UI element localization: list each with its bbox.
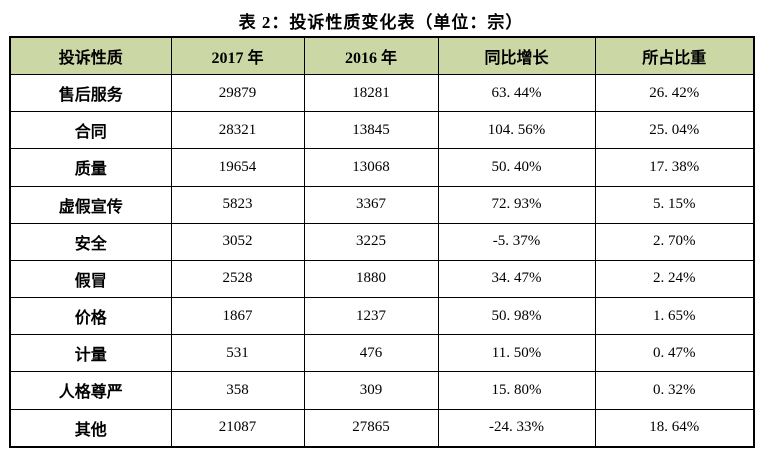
row-label: 质量 [9, 148, 172, 187]
cell-2017: 29879 [170, 73, 305, 113]
cell-yoy: -24. 33% [437, 408, 596, 448]
cell-2017: 21087 [170, 408, 305, 448]
cell-2016: 18281 [303, 73, 439, 113]
cell-share: 25. 04% [594, 111, 755, 150]
cell-2017: 5823 [170, 185, 305, 224]
cell-share: 0. 32% [594, 371, 755, 410]
cell-share: 5. 15% [594, 185, 755, 224]
header-share: 所占比重 [594, 36, 755, 75]
cell-2016: 1880 [303, 259, 439, 299]
cell-2017: 2528 [170, 259, 305, 299]
header-yoy-growth: 同比增长 [437, 36, 596, 75]
cell-2017: 19654 [170, 148, 305, 187]
row-label: 虚假宣传 [9, 185, 172, 224]
cell-share: 0. 47% [594, 334, 755, 373]
header-row: 投诉性质 2017 年 2016 年 同比增长 所占比重 [9, 36, 755, 75]
header-2017: 2017 年 [170, 36, 305, 75]
table-row: 虚假宣传 5823 3367 72. 93% 5. 15% [9, 185, 755, 224]
row-label: 计量 [9, 334, 172, 373]
row-label: 其他 [9, 408, 172, 448]
cell-yoy: -5. 37% [437, 222, 596, 261]
cell-share: 2. 24% [594, 259, 755, 299]
cell-share: 1. 65% [594, 297, 755, 336]
cell-2017: 3052 [170, 222, 305, 261]
cell-2017: 1867 [170, 297, 305, 336]
table-title: 表 2：投诉性质变化表（单位：宗） [238, 13, 524, 32]
cell-share: 2. 70% [594, 222, 755, 261]
row-label: 价格 [9, 297, 172, 336]
row-label: 人格尊严 [9, 371, 172, 410]
cell-2016: 3225 [303, 222, 439, 261]
cell-yoy: 34. 47% [437, 259, 596, 299]
row-label: 合同 [9, 111, 172, 150]
table-body: 售后服务 29879 18281 63. 44% 26. 42% 合同 2832… [9, 73, 755, 448]
cell-2017: 28321 [170, 111, 305, 150]
cell-2016: 13845 [303, 111, 439, 150]
cell-share: 17. 38% [594, 148, 755, 187]
row-label: 安全 [9, 222, 172, 261]
cell-yoy: 50. 40% [437, 148, 596, 187]
complaint-nature-table: 投诉性质 2017 年 2016 年 同比增长 所占比重 售后服务 29879 … [9, 36, 755, 448]
cell-share: 26. 42% [594, 73, 755, 113]
cell-2016: 1237 [303, 297, 439, 336]
cell-2016: 27865 [303, 408, 439, 448]
cell-yoy: 104. 56% [437, 111, 596, 150]
cell-yoy: 72. 93% [437, 185, 596, 224]
cell-2016: 3367 [303, 185, 439, 224]
table-row: 假冒 2528 1880 34. 47% 2. 24% [9, 259, 755, 299]
row-label: 假冒 [9, 259, 172, 299]
table-row: 售后服务 29879 18281 63. 44% 26. 42% [9, 73, 755, 113]
cell-2017: 358 [170, 371, 305, 410]
cell-yoy: 11. 50% [437, 334, 596, 373]
cell-2016: 309 [303, 371, 439, 410]
cell-2016: 476 [303, 334, 439, 373]
header-2016: 2016 年 [303, 36, 439, 75]
header-complaint-nature: 投诉性质 [9, 36, 172, 75]
cell-yoy: 63. 44% [437, 73, 596, 113]
cell-2016: 13068 [303, 148, 439, 187]
cell-yoy: 50. 98% [437, 297, 596, 336]
cell-2017: 531 [170, 334, 305, 373]
table-row: 其他 21087 27865 -24. 33% 18. 64% [9, 408, 755, 448]
table-row: 质量 19654 13068 50. 40% 17. 38% [9, 148, 755, 187]
row-label: 售后服务 [9, 73, 172, 113]
cell-share: 18. 64% [594, 408, 755, 448]
table-row: 价格 1867 1237 50. 98% 1. 65% [9, 297, 755, 336]
table-row: 安全 3052 3225 -5. 37% 2. 70% [9, 222, 755, 261]
table-row: 人格尊严 358 309 15. 80% 0. 32% [9, 371, 755, 410]
cell-yoy: 15. 80% [437, 371, 596, 410]
table-row: 计量 531 476 11. 50% 0. 47% [9, 334, 755, 373]
table-row: 合同 28321 13845 104. 56% 25. 04% [9, 111, 755, 150]
